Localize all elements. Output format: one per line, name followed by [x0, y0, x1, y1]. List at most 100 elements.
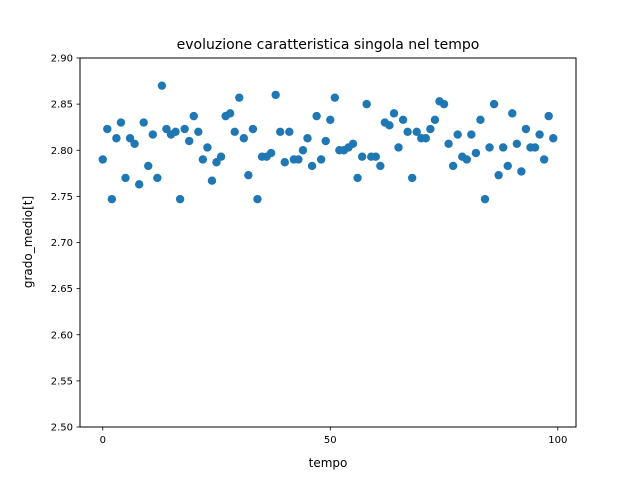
data-point [298, 146, 308, 155]
data-point [116, 118, 126, 127]
data-point [376, 161, 385, 171]
data-point [171, 127, 180, 136]
data-point [426, 124, 435, 134]
x-axis-label: tempo [309, 456, 348, 470]
data-point [157, 81, 167, 90]
data-point [148, 130, 158, 139]
data-point [316, 155, 326, 164]
data-point [480, 194, 490, 204]
y-tick-label: 2.55 [51, 376, 73, 387]
data-point [175, 194, 185, 204]
data-point [239, 134, 249, 143]
data-point [248, 124, 258, 134]
data-point [508, 109, 517, 118]
data-point [453, 130, 462, 139]
data-point [294, 155, 303, 164]
data-points [98, 81, 558, 204]
data-point [353, 173, 362, 183]
data-point [225, 109, 235, 118]
data-point [321, 136, 330, 146]
data-point [266, 148, 276, 158]
data-point [517, 167, 526, 176]
data-point [530, 143, 540, 152]
data-point [467, 130, 476, 139]
data-point [203, 143, 212, 152]
data-point [521, 124, 531, 134]
chart-title: evoluzione caratteristica singola nel te… [177, 37, 480, 53]
data-point [544, 111, 553, 121]
data-point [134, 180, 144, 189]
data-point [394, 143, 403, 152]
data-point [121, 173, 130, 183]
data-point [125, 134, 135, 143]
data-point [476, 115, 485, 125]
data-point [403, 127, 412, 136]
data-point [494, 170, 503, 180]
data-point [444, 139, 453, 148]
data-point [535, 130, 544, 139]
data-point [280, 158, 289, 167]
data-point [112, 134, 121, 143]
data-point [448, 161, 458, 171]
data-point [412, 127, 421, 136]
data-point [303, 134, 312, 143]
x-axis: 0 50 100 [100, 427, 567, 446]
plot-area-frame [79, 57, 577, 428]
data-point [503, 161, 512, 171]
data-point [153, 173, 162, 183]
data-point [539, 155, 549, 164]
y-tick-label: 2.70 [51, 238, 73, 249]
data-point [389, 109, 399, 118]
data-point [162, 124, 171, 134]
x-tick-label: 100 [548, 435, 567, 446]
data-point [103, 124, 112, 134]
data-point [235, 93, 244, 102]
data-point [398, 115, 408, 125]
y-axis-label: grado_medio[t] [21, 196, 35, 288]
x-tick-label: 50 [324, 435, 337, 446]
data-point [185, 136, 194, 146]
data-point [98, 155, 107, 164]
data-point [385, 121, 394, 130]
data-point [421, 134, 431, 143]
data-point [348, 139, 358, 148]
data-point [212, 158, 221, 167]
y-axis: 2.50 2.55 2.60 2.65 2.70 2.75 2.80 2.85 2.90 [51, 54, 80, 434]
data-point [485, 143, 494, 152]
data-point [198, 155, 208, 164]
data-point [307, 161, 317, 171]
data-point [439, 99, 449, 109]
data-point [407, 173, 417, 183]
data-point [144, 161, 153, 171]
data-point [512, 139, 522, 148]
data-point [489, 99, 499, 109]
data-point [216, 152, 226, 161]
data-point [276, 127, 285, 136]
data-point [139, 118, 148, 127]
y-tick-label: 2.85 [51, 100, 73, 111]
data-point [189, 111, 198, 121]
data-point [498, 143, 508, 152]
y-tick-label: 2.90 [51, 54, 73, 65]
data-point [253, 194, 262, 204]
data-point [207, 176, 217, 185]
data-point [326, 115, 335, 125]
y-tick-label: 2.50 [51, 423, 73, 434]
data-point [462, 155, 471, 164]
data-point [107, 194, 117, 204]
data-point [430, 115, 440, 125]
data-point [244, 170, 253, 180]
data-point [357, 152, 367, 161]
data-point [471, 148, 481, 158]
data-point [330, 93, 340, 102]
data-point [549, 134, 558, 143]
data-point [271, 90, 280, 100]
y-tick-label: 2.80 [51, 146, 73, 157]
data-point [312, 111, 321, 121]
data-point [230, 127, 239, 136]
data-point [180, 124, 189, 134]
x-tick-label: 0 [100, 435, 106, 446]
y-tick-label: 2.60 [51, 330, 73, 341]
y-tick-label: 2.75 [51, 192, 73, 203]
